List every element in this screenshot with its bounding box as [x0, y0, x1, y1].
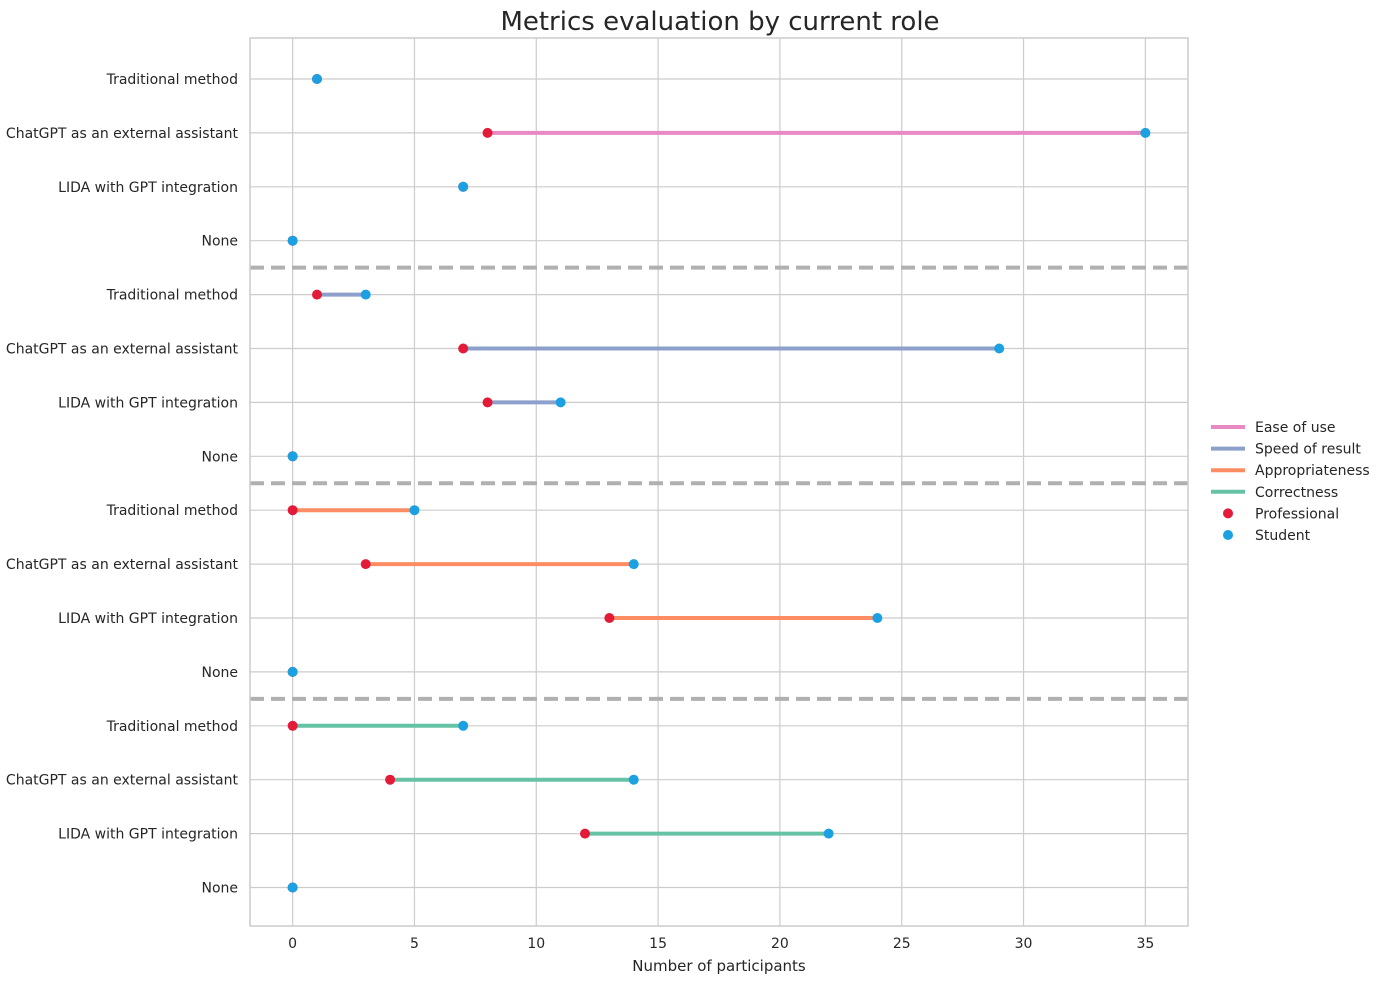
x-tick-label: 20 — [771, 936, 789, 952]
y-tick-label: None — [201, 234, 238, 250]
x-tick-label: 15 — [649, 936, 667, 952]
group-separators — [250, 265, 1188, 701]
y-tick-label: LIDA with GPT integration — [58, 827, 238, 843]
y-tick-label: LIDA with GPT integration — [58, 395, 238, 411]
legend-marker — [1223, 530, 1233, 540]
y-tick-label: LIDA with GPT integration — [58, 180, 238, 196]
legend-label: Professional — [1255, 506, 1339, 522]
x-tick-label: 10 — [527, 936, 545, 952]
x-tick-label: 0 — [288, 936, 297, 952]
student-point — [287, 882, 298, 893]
professional-point — [360, 559, 371, 570]
plot-frame — [249, 37, 1189, 927]
student-point — [628, 559, 639, 570]
student-point — [287, 235, 298, 246]
y-tick-label: None — [201, 449, 238, 465]
y-tick-label: LIDA with GPT integration — [58, 611, 238, 627]
data-points — [287, 74, 1151, 893]
x-tick-label: 25 — [893, 936, 911, 952]
x-tick-label: 35 — [1136, 936, 1154, 952]
legend-label: Appropriateness — [1255, 463, 1370, 479]
professional-point — [604, 613, 615, 623]
professional-point — [580, 828, 590, 839]
y-tick-label: ChatGPT as an external assistant — [6, 557, 239, 573]
professional-point — [482, 127, 493, 138]
y-tick-label: Traditional method — [106, 288, 238, 304]
x-tick-labels: 0 5 10 15 20 25 30 35 — [288, 936, 1154, 952]
professional-point — [312, 289, 322, 300]
student-point — [458, 720, 469, 731]
professional-point — [287, 505, 298, 516]
y-tick-label: ChatGPT as an external assistant — [6, 773, 239, 789]
x-tick-label: 30 — [1015, 936, 1033, 952]
professional-point — [287, 720, 298, 731]
legend-label: Correctness — [1255, 485, 1338, 501]
y-tick-label: ChatGPT as an external assistant — [6, 126, 239, 142]
legend: Ease of use Speed of result Appropriatenes… — [1211, 420, 1370, 544]
student-point — [1140, 127, 1151, 138]
x-tick-label: 5 — [410, 936, 419, 952]
professional-point — [458, 343, 469, 354]
y-tick-label: Traditional method — [106, 72, 238, 88]
y-tick-labels: Traditional method ChatGPT as an external… — [6, 72, 239, 897]
y-tick-label: None — [201, 881, 238, 897]
chart-title: Metrics evaluation by current role — [500, 7, 939, 37]
student-point — [872, 613, 883, 623]
professional-point — [385, 774, 396, 785]
y-tick-label: ChatGPT as an external assistant — [6, 342, 239, 358]
y-tick-label: Traditional method — [106, 503, 238, 519]
student-point — [823, 828, 834, 839]
legend-label: Student — [1255, 528, 1311, 544]
professional-point — [482, 397, 493, 408]
student-point — [994, 343, 1005, 354]
student-point — [312, 74, 322, 84]
legend-label: Speed of result — [1255, 442, 1361, 458]
student-point — [360, 289, 371, 300]
y-tick-label: Traditional method — [106, 719, 238, 735]
student-point — [287, 666, 298, 677]
student-point — [458, 181, 469, 192]
y-tick-label: None — [201, 665, 238, 681]
x-axis-label: Number of participants — [632, 957, 806, 975]
student-point — [409, 505, 420, 516]
student-point — [628, 774, 639, 785]
student-point — [555, 397, 566, 408]
dumbbell-lines — [292, 130, 1146, 836]
legend-marker — [1223, 508, 1233, 519]
student-point — [287, 451, 298, 462]
legend-label: Ease of use — [1255, 420, 1336, 436]
